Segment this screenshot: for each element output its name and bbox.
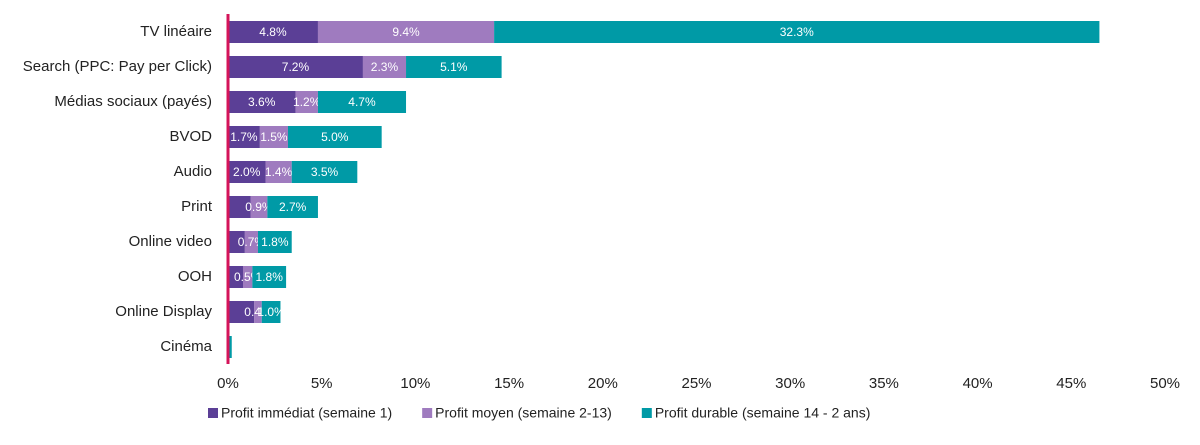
bar-segment <box>265 161 292 183</box>
bar-segment <box>257 231 292 253</box>
legend-label: Profit immédiat (semaine 1) <box>221 405 392 421</box>
bar-segment <box>317 91 407 113</box>
bar-segment <box>228 196 251 218</box>
value-label: 5.0% <box>321 130 349 144</box>
bar-segment <box>252 266 287 288</box>
category-label: Online Display <box>115 303 212 320</box>
x-tick-label: 25% <box>681 375 711 392</box>
value-label: 1.0% <box>257 305 285 319</box>
bar-segment <box>494 21 1100 43</box>
x-tick-label: 5% <box>311 375 333 392</box>
x-tick-label: 30% <box>775 375 805 392</box>
x-tick-label: 35% <box>869 375 899 392</box>
bar-segment <box>228 126 260 148</box>
category-label: Cinéma <box>160 338 212 355</box>
category-label: Médias sociaux (payés) <box>54 93 212 110</box>
x-tick-label: 40% <box>963 375 993 392</box>
bar-segment <box>267 196 318 218</box>
bar-segment <box>317 21 495 43</box>
bar-segment <box>254 301 262 323</box>
x-tick-label: 20% <box>588 375 618 392</box>
value-label: 1.4% <box>265 165 293 179</box>
legend-swatch <box>208 408 218 418</box>
value-label: 4.7% <box>348 95 376 109</box>
value-label: 0.9% <box>245 200 273 214</box>
x-tick-label: 10% <box>400 375 430 392</box>
bar-segment <box>228 161 266 183</box>
value-label: 9.4% <box>392 25 420 39</box>
x-tick-label: 45% <box>1056 375 1086 392</box>
category-label: TV linéaire <box>140 23 212 40</box>
bar-segment <box>250 196 268 218</box>
bar-segment <box>228 231 245 253</box>
value-label: 1.2% <box>293 95 321 109</box>
bar-segment <box>228 336 232 358</box>
bar-segment <box>244 231 258 253</box>
value-label: 3.6% <box>248 95 276 109</box>
x-tick-label: 15% <box>494 375 524 392</box>
bar-segment <box>291 161 358 183</box>
bar-segment <box>287 126 382 148</box>
category-label: Search (PPC: Pay per Click) <box>23 58 212 75</box>
value-label: 2.0% <box>233 165 261 179</box>
bar-segment <box>228 56 363 78</box>
x-tick-label: 50% <box>1150 375 1180 392</box>
bar-segment <box>295 91 318 113</box>
category-label: Audio <box>174 163 212 180</box>
value-label: 3.5% <box>311 165 339 179</box>
category-label: BVOD <box>169 128 212 145</box>
value-label: 4.8% <box>259 25 287 39</box>
value-label: 1.5% <box>260 130 288 144</box>
x-tick-label: 0% <box>217 375 239 392</box>
value-label: 2.3% <box>371 60 399 74</box>
category-label: Print <box>181 198 213 215</box>
value-label: 32.3% <box>780 25 814 39</box>
value-label: 1.8% <box>256 270 284 284</box>
value-label: 1.8% <box>261 235 289 249</box>
value-label: 5.1% <box>440 60 468 74</box>
bar-segment <box>228 301 255 323</box>
bar-segment <box>259 126 288 148</box>
bar-segment <box>228 266 243 288</box>
category-label: OOH <box>178 268 212 285</box>
bar-segment <box>362 56 407 78</box>
legend-swatch <box>422 408 433 418</box>
value-label: 1.7% <box>230 130 258 144</box>
legend-label: Profit durable (semaine 14 - 2 ans) <box>655 405 871 421</box>
value-label: 2.7% <box>279 200 307 214</box>
bar-segment <box>261 301 281 323</box>
value-label: 7.2% <box>282 60 310 74</box>
bar-segment <box>406 56 502 78</box>
bar-segment <box>228 21 318 43</box>
legend-swatch <box>641 408 652 418</box>
category-label: Online video <box>129 233 212 250</box>
legend-label: Profit moyen (semaine 2-13) <box>435 405 612 421</box>
bar-segment <box>242 266 253 288</box>
bar-segment <box>228 91 296 113</box>
